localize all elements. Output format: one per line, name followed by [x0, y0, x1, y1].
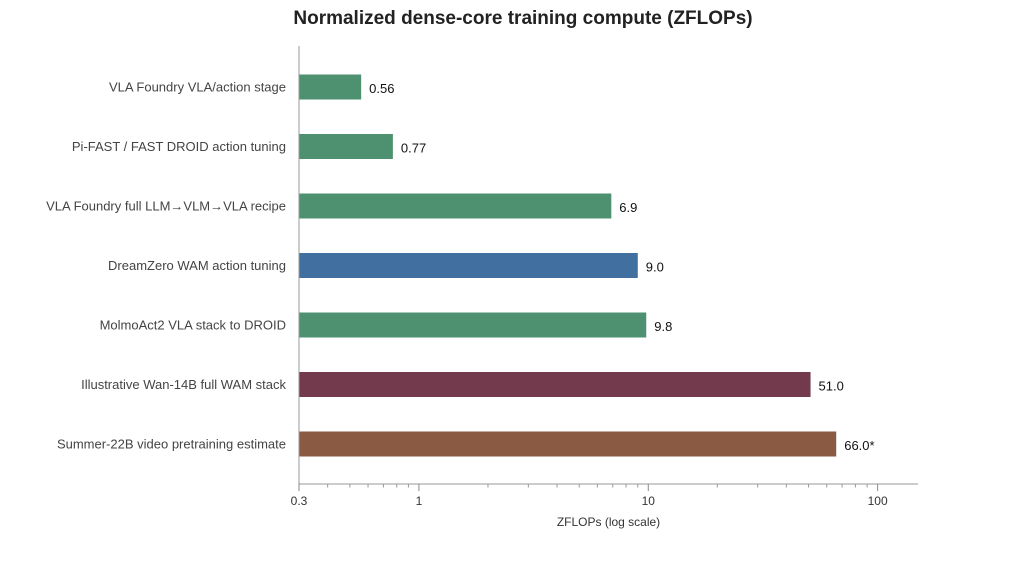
bar-7: [299, 431, 837, 457]
bar-2: [299, 134, 393, 159]
category-labels: VLA Foundry VLA/action stage Pi-FAST / FA…: [46, 80, 286, 452]
value-label-5: 9.8: [654, 319, 672, 334]
value-label-4: 9.0: [646, 260, 664, 275]
category-label-3: VLA Foundry full LLM→VLM→VLA recipe: [46, 199, 286, 214]
tick-label-3: 10: [642, 494, 656, 508]
category-label-7: Summer-22B video pretraining estimate: [57, 437, 286, 452]
value-label-7: 66.0*: [844, 438, 874, 453]
bars-layer: [299, 74, 837, 457]
value-label-2: 0.77: [401, 141, 426, 156]
value-label-1: 0.56: [369, 81, 394, 96]
bar-1: [299, 74, 362, 100]
category-label-4: DreamZero WAM action tuning: [108, 258, 286, 273]
category-label-5: MolmoAct2 VLA stack to DROID: [100, 318, 286, 333]
value-label-6: 51.0: [819, 379, 844, 394]
tick-label-2: 1: [416, 494, 423, 508]
chart-title: Normalized dense-core training compute (…: [293, 8, 753, 29]
x-axis-ticks: 0.3 1 10 100: [291, 484, 888, 508]
bar-3: [299, 193, 612, 219]
tick-label-4: 100: [868, 494, 888, 508]
value-label-3: 6.9: [619, 200, 637, 215]
category-label-2: Pi-FAST / FAST DROID action tuning: [72, 139, 286, 154]
bar-6: [299, 372, 811, 397]
bar-4: [299, 253, 638, 278]
value-labels: 0.56 0.77 6.9 9.0 9.8 51.0 66.0*: [369, 81, 874, 453]
category-label-6: Illustrative Wan-14B full WAM stack: [81, 377, 286, 392]
axes: 0.3 1 10 100 ZFLOPs (log scale): [291, 46, 918, 529]
category-label-1: VLA Foundry VLA/action stage: [109, 80, 286, 95]
bar-5: [299, 312, 647, 338]
tick-label-1: 0.3: [291, 494, 308, 508]
x-axis-title: ZFLOPs (log scale): [557, 515, 660, 529]
